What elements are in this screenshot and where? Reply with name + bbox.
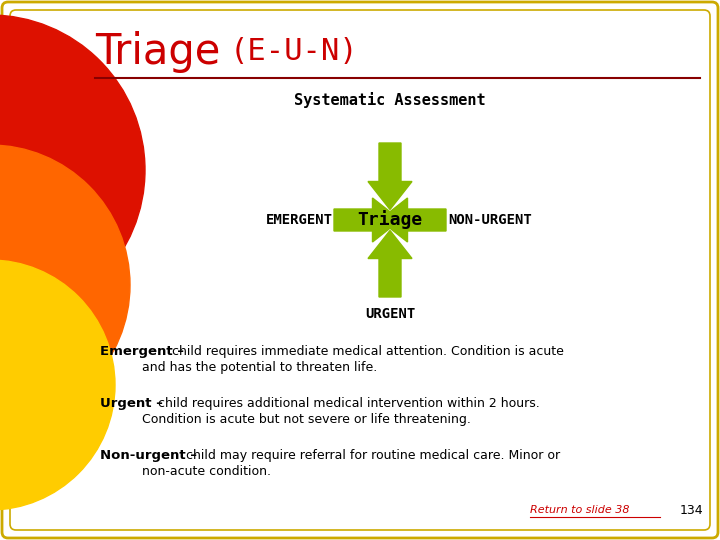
Text: child requires additional medical intervention within 2 hours.: child requires additional medical interv…	[154, 397, 540, 410]
Text: (E-U-N): (E-U-N)	[230, 37, 359, 66]
Polygon shape	[334, 198, 400, 242]
Text: NON-URGENT: NON-URGENT	[449, 213, 532, 227]
Text: Return to slide 38: Return to slide 38	[530, 505, 629, 515]
Text: EMERGENT: EMERGENT	[266, 213, 333, 227]
Circle shape	[0, 15, 145, 325]
Text: Condition is acute but not severe or life threatening.: Condition is acute but not severe or lif…	[118, 413, 471, 426]
Text: and has the potential to threaten life.: and has the potential to threaten life.	[118, 361, 377, 374]
Circle shape	[0, 145, 130, 425]
Text: non-acute condition.: non-acute condition.	[118, 465, 271, 478]
Text: Triage: Triage	[357, 211, 423, 229]
Text: child may require referral for routine medical care. Minor or: child may require referral for routine m…	[181, 449, 559, 462]
Polygon shape	[379, 198, 446, 242]
Text: child requires immediate medical attention. Condition is acute: child requires immediate medical attenti…	[168, 345, 564, 358]
Text: URGENT: URGENT	[365, 307, 415, 321]
Polygon shape	[368, 231, 412, 297]
Text: Non-urgent –: Non-urgent –	[100, 449, 197, 462]
Text: Urgent –: Urgent –	[100, 397, 163, 410]
Text: 134: 134	[680, 503, 703, 516]
Text: Triage: Triage	[95, 31, 220, 73]
Text: Systematic Assessment: Systematic Assessment	[294, 92, 486, 108]
Text: Emergent –: Emergent –	[100, 345, 184, 358]
Circle shape	[0, 260, 115, 510]
Polygon shape	[368, 143, 412, 210]
